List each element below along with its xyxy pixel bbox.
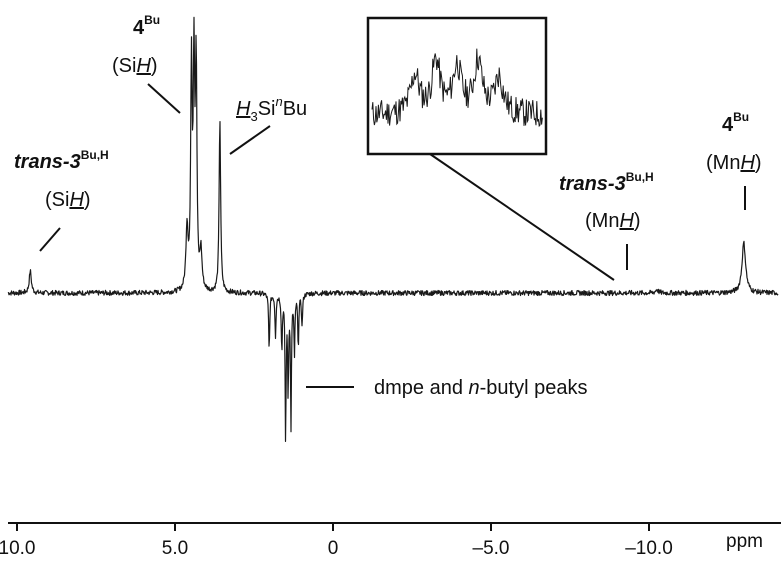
- annotation-4-mnh: 4Bu (MnH): [706, 110, 762, 210]
- x-tick-label: –5.0: [473, 538, 510, 559]
- x-tick-label: 5.0: [162, 538, 188, 559]
- label-4-sih-compound: 4Bu: [133, 13, 160, 39]
- label-4-mnh-group: (MnH): [706, 152, 762, 174]
- inset-trace: [371, 48, 543, 128]
- x-tick-label: –10.0: [625, 538, 673, 559]
- label-trans3-sih-group: (SiH): [45, 189, 91, 211]
- leader-4-sih: [147, 83, 181, 114]
- annotation-h3sinbu: H3SinBu: [229, 94, 307, 155]
- x-axis-label: ppm: [726, 531, 763, 552]
- annotation-dmpe-butyl: dmpe and n-butyl peaks: [306, 377, 587, 399]
- annotation-trans3-mnh: trans-3Bu,H (MnH): [559, 170, 654, 270]
- label-trans3-sih-compound: trans-3Bu,H: [14, 148, 109, 173]
- spectrum-trace: [7, 16, 779, 442]
- annotation-trans3-sih: trans-3Bu,H (SiH): [14, 148, 109, 252]
- x-tick-label: 0: [328, 538, 339, 559]
- label-trans3-mnh-group: (MnH): [585, 210, 641, 232]
- label-h3sinbu: H3SinBu: [236, 94, 307, 124]
- label-trans3-mnh-compound: trans-3Bu,H: [559, 170, 654, 195]
- annotation-4-sih: 4Bu (SiH): [112, 13, 181, 114]
- inset-leader-line: [429, 153, 615, 281]
- leader-trans3-sih: [39, 227, 61, 252]
- label-4-mnh-compound: 4Bu: [722, 110, 749, 136]
- label-dmpe-butyl: dmpe and n-butyl peaks: [374, 377, 587, 399]
- x-tick-label: 10.0: [0, 538, 35, 559]
- leader-h3sinbu: [229, 125, 271, 155]
- inset-frame: [366, 16, 548, 156]
- label-4-sih-group: (SiH): [112, 55, 158, 77]
- x-axis-ticks: 10.0 5.0 0 –5.0 –10.0: [0, 523, 673, 559]
